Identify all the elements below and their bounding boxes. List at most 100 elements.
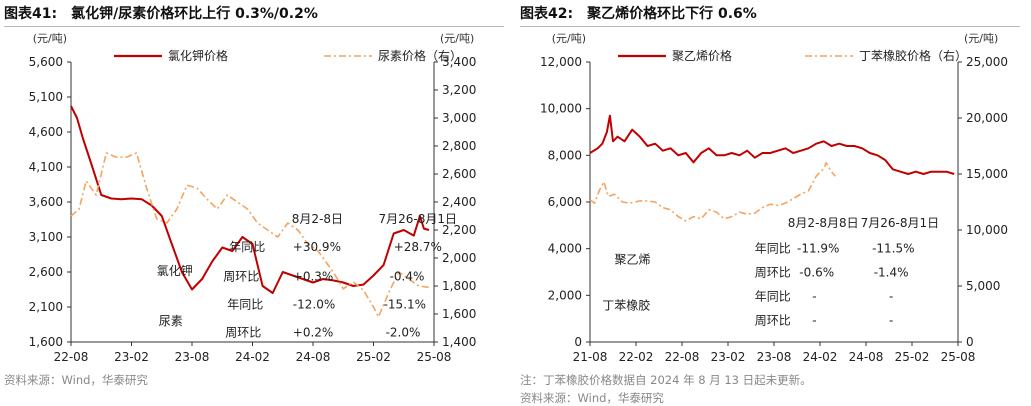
chart-panel-41: 图表41: 氯化钾/尿素价格环比上行 0.3%/0.2% (元/吨) (元/吨) 5,… [4, 0, 509, 403]
annotation-label: +0.3% [293, 269, 334, 283]
y-tick-label-left: 3,600 [29, 195, 63, 209]
annotation-label: 年同比 [227, 297, 263, 311]
y-tick-label-left: 5,600 [29, 55, 63, 69]
annotation-label: - [812, 290, 816, 304]
annotation-label: - [889, 314, 893, 328]
annotation-label: 年同比 [229, 240, 265, 254]
annotation-label: 8月2-8日 [292, 212, 343, 226]
y-tick-label-right: 2,800 [442, 139, 476, 153]
y-tick-label-right: 2,600 [442, 167, 476, 181]
x-tick-label: 24-02 [235, 350, 270, 364]
annotation-label: +0.2% [293, 325, 334, 339]
annotation-label: 周环比 [755, 314, 791, 328]
y-tick-label-right: 25,000 [966, 55, 1008, 69]
y-tick-label-right: 2,200 [442, 223, 476, 237]
annotation-label: +28.7% [394, 240, 442, 254]
source-note: 资料来源：Wind，华泰研究 [520, 391, 664, 405]
y-tick-label-right: 2,000 [442, 251, 476, 265]
annotation-label: 聚乙烯 [615, 253, 651, 267]
series-line-2 [589, 162, 836, 222]
x-tick-label: 25-02 [356, 350, 391, 364]
line-chart-potash-urea: (元/吨) (元/吨) 5,600 5,100 4,600 4,100 3,600 3,100… [29, 32, 477, 364]
y-tick-label-left: 2,100 [29, 300, 63, 314]
y-tick-label-left: 12,000 [540, 55, 582, 69]
y-axis-left-unit: (元/吨) [33, 32, 67, 45]
annotation-label: 周环比 [755, 266, 791, 280]
annotation-label: 尿素 [159, 314, 183, 328]
y-axis-right-unit: (元/吨) [964, 32, 998, 45]
chart-panel-42: 图表42: 聚乙烯价格环比下行 0.6% (元/吨) (元/吨) 12,000 10,0… [520, 0, 1025, 405]
series-line-2 [70, 152, 430, 318]
x-tick-label: 22-08 [665, 350, 700, 364]
x-tick-label: 23-02 [711, 350, 746, 364]
annotation-label: 氯化钾 [157, 264, 193, 278]
x-tick-label: 22-02 [619, 350, 654, 364]
y-tick-label-right: 1,800 [442, 279, 476, 293]
annotation-label: -15.1% [384, 297, 426, 311]
y-tick-label-left: 4,100 [29, 160, 63, 174]
y-tick-label-right: 5,000 [966, 279, 1000, 293]
y-tick-label-right: 3,400 [442, 55, 476, 69]
chart-title: 聚乙烯价格环比下行 0.6% [587, 6, 757, 22]
y-tick-label-left: 5,100 [29, 90, 63, 104]
annotation-label: -1.4% [874, 266, 909, 280]
annotation-label: 7月26-8月1日 [379, 212, 458, 226]
legend-label-1: 氯化钾价格 [168, 48, 228, 63]
source-note: 资料来源：Wind，华泰研究 [4, 373, 148, 387]
y-tick-label-right: 10,000 [966, 223, 1008, 237]
y-tick-label-left: 10,000 [540, 102, 582, 116]
annotation-label: -0.4% [390, 269, 425, 283]
annotation-label: - [889, 290, 893, 304]
chart-title: 氯化钾/尿素价格环比上行 0.3%/0.2% [71, 6, 318, 22]
series-line-1 [589, 114, 955, 175]
y-axis-right-unit: (元/吨) [440, 32, 474, 45]
line-chart-pe-sbr: (元/吨) (元/吨) 12,000 10,000 8,000 6,000 4,000 2,0… [540, 32, 1008, 364]
series-line-1 [70, 105, 430, 294]
annotation-label: -0.6% [799, 266, 834, 280]
x-tick-label: 25-08 [417, 350, 452, 364]
y-tick-label-right: 3,000 [442, 111, 476, 125]
legend-label-2: 尿素价格（右） [378, 48, 462, 63]
annotation-label: 周环比 [225, 325, 261, 339]
y-axis-left-unit: (元/吨) [552, 32, 586, 45]
x-tick-label: 23-08 [175, 350, 210, 364]
y-tick-label-left: 2,000 [548, 288, 582, 302]
annotation-label: -2.0% [386, 325, 421, 339]
x-tick-label: 23-08 [757, 350, 792, 364]
annotation-label: -12.0% [293, 297, 335, 311]
y-tick-label-right: 15,000 [966, 167, 1008, 181]
annotation-label: 8月2-8月8日 [788, 216, 859, 230]
x-tick-label: 23-02 [114, 350, 149, 364]
y-tick-label-left: 3,100 [29, 230, 63, 244]
y-tick-label-right: 1,400 [442, 335, 476, 349]
chart-title-row: 图表41: 氯化钾/尿素价格环比上行 0.3%/0.2% [4, 2, 504, 27]
annotation-label: 年同比 [755, 290, 791, 304]
x-tick-label: 25-08 [941, 350, 976, 364]
annotation-label: - [812, 314, 816, 328]
x-tick-label: 24-08 [849, 350, 884, 364]
figure-number: 图表41: [4, 6, 58, 22]
y-tick-label-left: 0 [574, 335, 582, 349]
y-tick-label-left: 4,600 [29, 125, 63, 139]
x-tick-label: 21-08 [573, 350, 608, 364]
y-tick-label-left: 6,000 [548, 195, 582, 209]
y-tick-label-left: 8,000 [548, 148, 582, 162]
x-tick-label: 24-08 [296, 350, 331, 364]
y-tick-label-right: 0 [966, 335, 974, 349]
y-tick-label-right: 3,200 [442, 83, 476, 97]
y-tick-label-right: 1,600 [442, 307, 476, 321]
y-tick-label-right: 2,400 [442, 195, 476, 209]
x-tick-label: 22-08 [54, 350, 89, 364]
legend-label-2: 丁苯橡胶价格（右） [859, 48, 967, 63]
annotation-label: 年同比 [755, 241, 791, 255]
annotation-label: 7月26-8月1日 [861, 216, 940, 230]
x-tick-label: 25-02 [895, 350, 930, 364]
y-tick-label-left: 4,000 [548, 242, 582, 256]
annotation-label: 丁苯橡胶 [602, 298, 650, 313]
x-tick-label: 24-02 [803, 350, 838, 364]
y-tick-label-left: 2,600 [29, 265, 63, 279]
annotation-label: +30.9% [293, 240, 341, 254]
chart-title-row: 图表42: 聚乙烯价格环比下行 0.6% [520, 2, 1020, 27]
footnote: 注：丁苯橡胶价格数据自 2024 年 8 月 13 日起未更新。 [520, 373, 812, 387]
legend-label-1: 聚乙烯价格 [672, 48, 732, 63]
